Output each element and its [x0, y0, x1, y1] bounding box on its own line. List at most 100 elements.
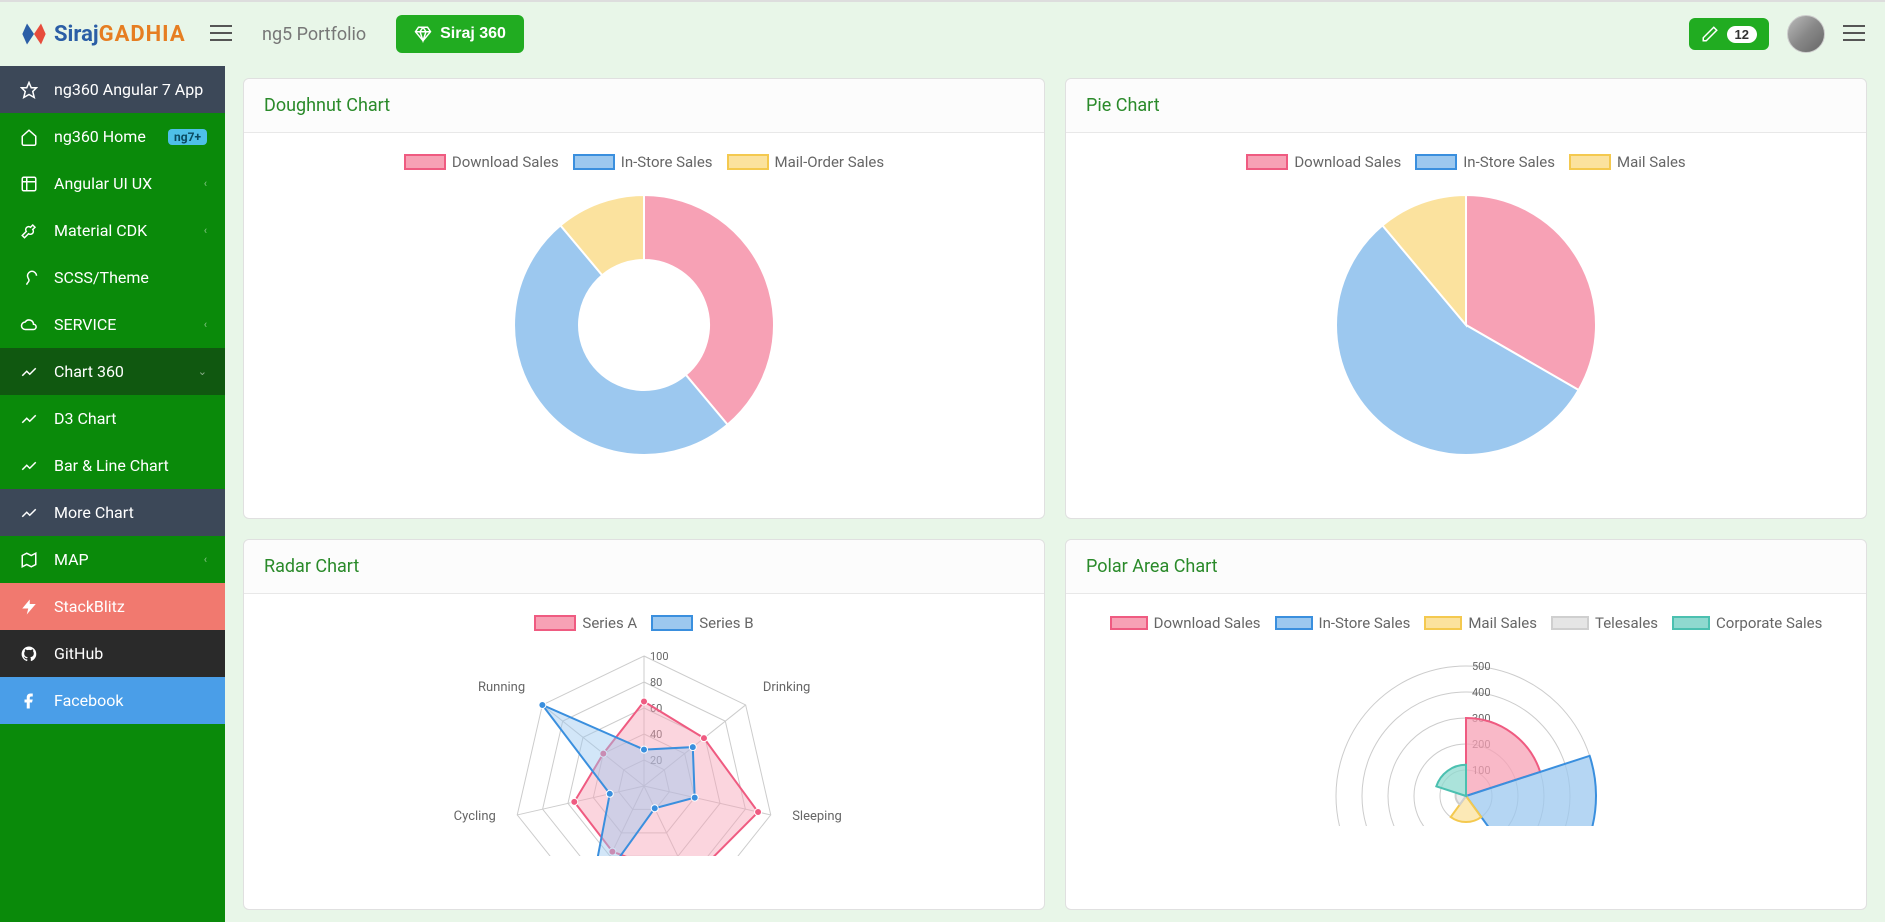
star-icon — [18, 81, 40, 99]
siraj-360-button[interactable]: Siraj 360 — [396, 15, 524, 53]
sidebar-label: StackBlitz — [54, 597, 125, 616]
sidebar-item-stackblitz[interactable]: StackBlitz — [0, 583, 225, 630]
legend-swatch — [1569, 154, 1611, 170]
header-right: 12 — [1689, 15, 1865, 53]
siraj-360-label: Siraj 360 — [440, 25, 506, 43]
sidebar-label: GitHub — [54, 644, 103, 663]
chevron-down-icon: ⌄ — [198, 365, 207, 378]
radar-chart: 20406080100EatingDrinkingSleepingDesigni… — [434, 646, 854, 856]
legend-swatch — [573, 154, 615, 170]
home-icon — [18, 128, 40, 146]
pie-legend: Download Sales In-Store Sales Mail Sales — [1246, 153, 1685, 171]
legend-item[interactable]: Download Sales — [1246, 153, 1401, 171]
legend-label: Mail Sales — [1617, 153, 1686, 171]
chart-icon — [18, 457, 40, 475]
legend-label: Download Sales — [1294, 153, 1401, 171]
sidebar-label: Bar & Line Chart — [54, 456, 169, 475]
legend-swatch — [1246, 154, 1288, 170]
github-icon — [18, 645, 40, 663]
legend-item[interactable]: Mail Sales — [1569, 153, 1686, 171]
map-icon — [18, 551, 40, 569]
header: SirajGADHIA ng5 Portfolio Siraj 360 12 — [0, 0, 1885, 66]
legend-item[interactable]: Corporate Sales — [1672, 614, 1822, 632]
main-content: Doughnut Chart Download Sales In-Store Sa… — [225, 66, 1885, 922]
legend-item[interactable]: Mail-Order Sales — [727, 153, 885, 171]
sidebar-item-home[interactable]: ng360 Home ng7+ — [0, 113, 225, 160]
svg-text:500: 500 — [1472, 660, 1491, 673]
legend-label: Telesales — [1595, 614, 1658, 632]
logo-text-1: Siraj — [54, 22, 99, 47]
legend-swatch — [1110, 616, 1148, 630]
sidebar-label: Material CDK — [54, 221, 147, 240]
sidebar-item-angular-ui[interactable]: Angular UI UX ‹ — [0, 160, 225, 207]
chart-icon — [18, 410, 40, 428]
sidebar-item-service[interactable]: SERVICE ‹ — [0, 301, 225, 348]
logo[interactable]: SirajGADHIA — [20, 20, 200, 48]
legend-label: In-Store Sales — [621, 153, 713, 171]
sidebar-item-facebook[interactable]: Facebook — [0, 677, 225, 724]
logo-text-2: GADHIA — [99, 22, 186, 47]
diamond-icon — [414, 25, 432, 43]
legend-item[interactable]: Series A — [534, 614, 637, 632]
legend-label: Download Sales — [452, 153, 559, 171]
chevron-left-icon: ‹ — [204, 224, 207, 237]
card-title: Radar Chart — [264, 556, 1024, 577]
legend-swatch — [534, 615, 576, 631]
legend-item[interactable]: Telesales — [1551, 614, 1658, 632]
polar-chart: 100200300400500 — [1256, 646, 1676, 826]
sidebar-item-chart360[interactable]: Chart 360 ⌄ — [0, 348, 225, 395]
legend-swatch — [1424, 616, 1462, 630]
legend-item[interactable]: In-Store Sales — [1415, 153, 1555, 171]
edit-button[interactable]: 12 — [1689, 18, 1769, 50]
legend-swatch — [1551, 616, 1589, 630]
svg-text:Drinking: Drinking — [763, 680, 811, 695]
radar-legend: Series A Series B — [534, 614, 753, 632]
logo-icon — [20, 20, 48, 48]
legend-item[interactable]: In-Store Sales — [573, 153, 713, 171]
doughnut-chart — [494, 185, 794, 465]
chevron-left-icon: ‹ — [204, 318, 207, 331]
grid-icon — [18, 175, 40, 193]
sidebar-item-github[interactable]: GitHub — [0, 630, 225, 677]
pencil-icon — [1701, 25, 1719, 43]
polar-card: Polar Area Chart Download Sales In-Store … — [1065, 539, 1867, 910]
avatar[interactable] — [1787, 15, 1825, 53]
chart-icon — [18, 504, 40, 522]
ng7-badge: ng7+ — [168, 129, 207, 145]
legend-item[interactable]: Download Sales — [404, 153, 559, 171]
sidebar-item-scss[interactable]: SCSS/Theme — [0, 254, 225, 301]
sidebar-label: D3 Chart — [54, 409, 116, 428]
sidebar-item-app[interactable]: ng360 Angular 7 App — [0, 66, 225, 113]
right-menu-toggle-icon[interactable] — [1843, 25, 1865, 43]
legend-swatch — [1275, 616, 1313, 630]
legend-label: Series B — [699, 614, 753, 632]
sidebar-label: MAP — [54, 550, 89, 569]
legend-item[interactable]: In-Store Sales — [1275, 614, 1411, 632]
sidebar-item-material-cdk[interactable]: Material CDK ‹ — [0, 207, 225, 254]
portfolio-label: ng5 Portfolio — [262, 24, 366, 45]
legend-item[interactable]: Mail Sales — [1424, 614, 1537, 632]
legend-label: Mail Sales — [1468, 614, 1537, 632]
svg-text:Sleeping: Sleeping — [792, 809, 842, 824]
sidebar-item-more-chart[interactable]: More Chart — [0, 489, 225, 536]
facebook-icon — [18, 692, 40, 710]
menu-toggle-icon[interactable] — [210, 25, 232, 43]
sidebar-label: More Chart — [54, 503, 134, 522]
bolt-icon — [18, 598, 40, 616]
cloud-icon — [18, 316, 40, 334]
svg-text:80: 80 — [650, 676, 662, 689]
legend-item[interactable]: Series B — [651, 614, 753, 632]
doughnut-card: Doughnut Chart Download Sales In-Store Sa… — [243, 78, 1045, 519]
sidebar-item-d3[interactable]: D3 Chart — [0, 395, 225, 442]
sidebar-item-map[interactable]: MAP ‹ — [0, 536, 225, 583]
sidebar: ng360 Angular 7 App ng360 Home ng7+ Angu… — [0, 66, 225, 922]
sidebar-label: Angular UI UX — [54, 174, 152, 193]
sidebar-item-barline[interactable]: Bar & Line Chart — [0, 442, 225, 489]
card-title: Polar Area Chart — [1086, 556, 1846, 577]
legend-swatch — [1672, 616, 1710, 630]
card-title: Doughnut Chart — [264, 95, 1024, 116]
doughnut-legend: Download Sales In-Store Sales Mail-Order S… — [404, 153, 884, 171]
legend-label: In-Store Sales — [1319, 614, 1411, 632]
radar-card: Radar Chart Series ASeries B 20406080100… — [243, 539, 1045, 910]
legend-item[interactable]: Download Sales — [1110, 614, 1261, 632]
